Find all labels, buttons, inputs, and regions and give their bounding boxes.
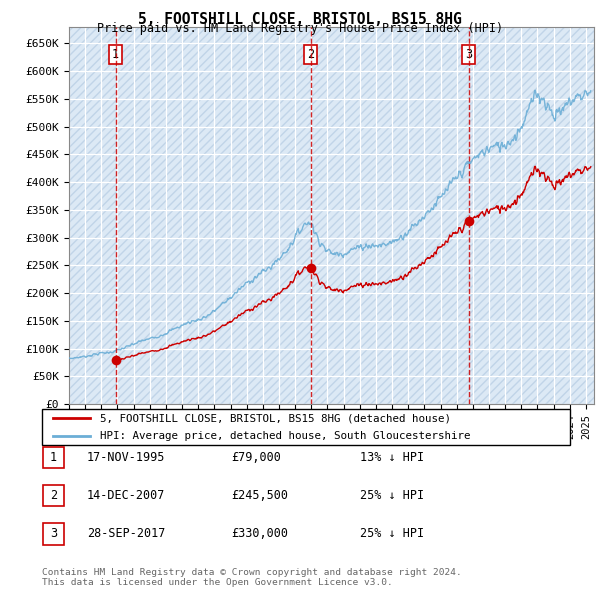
FancyBboxPatch shape [43,447,64,468]
Text: 14-DEC-2007: 14-DEC-2007 [87,489,166,502]
Text: 25% ↓ HPI: 25% ↓ HPI [360,527,424,540]
Text: £330,000: £330,000 [231,527,288,540]
Text: 28-SEP-2017: 28-SEP-2017 [87,527,166,540]
Text: 3: 3 [465,48,472,61]
Text: HPI: Average price, detached house, South Gloucestershire: HPI: Average price, detached house, Sout… [100,431,470,441]
Text: 3: 3 [50,527,57,540]
Text: 5, FOOTSHILL CLOSE, BRISTOL, BS15 8HG: 5, FOOTSHILL CLOSE, BRISTOL, BS15 8HG [138,12,462,27]
FancyBboxPatch shape [43,485,64,506]
Text: 13% ↓ HPI: 13% ↓ HPI [360,451,424,464]
Text: 2: 2 [307,48,314,61]
FancyBboxPatch shape [43,523,64,545]
Text: 17-NOV-1995: 17-NOV-1995 [87,451,166,464]
Text: 25% ↓ HPI: 25% ↓ HPI [360,489,424,502]
Text: £79,000: £79,000 [231,451,281,464]
Text: £245,500: £245,500 [231,489,288,502]
Text: 2: 2 [50,489,57,502]
Text: 1: 1 [50,451,57,464]
Text: 5, FOOTSHILL CLOSE, BRISTOL, BS15 8HG (detached house): 5, FOOTSHILL CLOSE, BRISTOL, BS15 8HG (d… [100,413,451,423]
Text: Contains HM Land Registry data © Crown copyright and database right 2024.
This d: Contains HM Land Registry data © Crown c… [42,568,462,587]
Text: 1: 1 [112,48,119,61]
Text: Price paid vs. HM Land Registry's House Price Index (HPI): Price paid vs. HM Land Registry's House … [97,22,503,35]
